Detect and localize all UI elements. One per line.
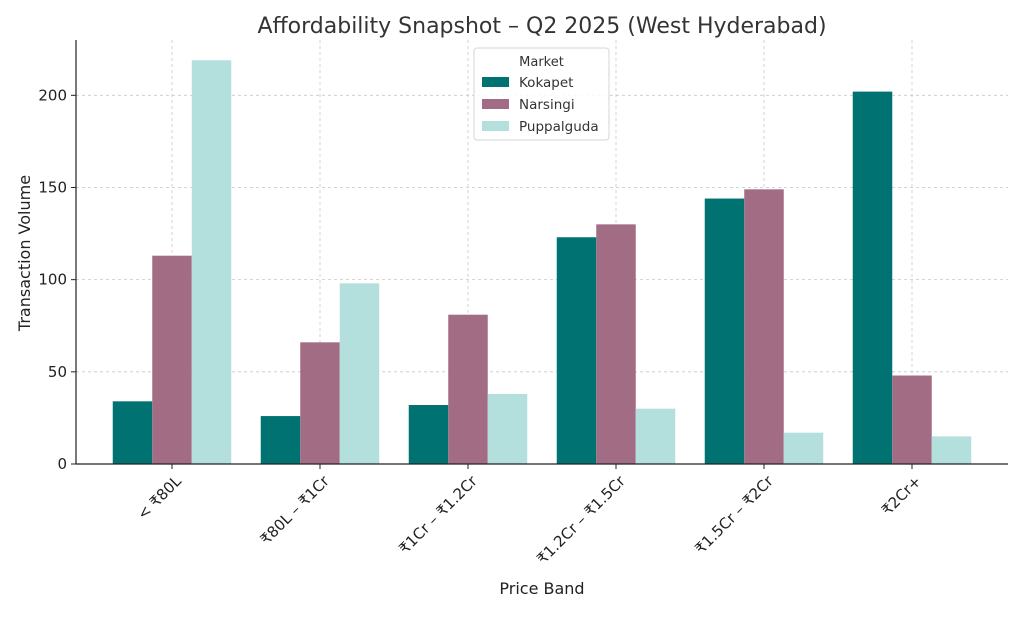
legend-swatch-kokapet bbox=[482, 77, 509, 87]
bar-kokapet-4 bbox=[704, 198, 745, 464]
bar-narsingi-3 bbox=[596, 224, 636, 464]
legend-title: Market bbox=[519, 55, 564, 70]
x-axis-label: Price Band bbox=[499, 579, 584, 598]
axes-layer bbox=[75, 40, 1008, 465]
x-tick-label: ₹80L – ₹1Cr bbox=[257, 472, 334, 549]
legend-swatch-narsingi bbox=[482, 99, 509, 109]
legend-swatch-puppalguda bbox=[482, 121, 509, 131]
bar-narsingi-2 bbox=[448, 314, 488, 464]
y-tick-label: 0 bbox=[57, 455, 67, 473]
bar-narsingi-4 bbox=[744, 189, 784, 465]
legend: Market Kokapet Narsingi Puppalguda bbox=[473, 47, 610, 141]
y-tick-label: 50 bbox=[48, 363, 67, 381]
bar-narsingi-0 bbox=[152, 255, 192, 464]
bar-kokapet-2 bbox=[408, 405, 449, 464]
bar-puppalguda-4 bbox=[783, 432, 824, 464]
bar-narsingi-5 bbox=[892, 375, 932, 464]
bar-kokapet-5 bbox=[852, 91, 893, 464]
chart-title: Affordability Snapshot – Q2 2025 (West H… bbox=[257, 14, 826, 39]
y-tick-label: 150 bbox=[38, 178, 67, 196]
bar-puppalguda-3 bbox=[635, 408, 676, 464]
bar-kokapet-3 bbox=[556, 237, 597, 464]
legend-label-narsingi: Narsingi bbox=[519, 97, 575, 113]
y-tick-label: 100 bbox=[38, 271, 67, 289]
bar-puppalguda-5 bbox=[931, 436, 972, 464]
legend-label-puppalguda: Puppalguda bbox=[519, 119, 599, 135]
legend-label-kokapet: Kokapet bbox=[519, 75, 573, 91]
bars-layer bbox=[112, 60, 972, 465]
bar-puppalguda-0 bbox=[191, 60, 232, 464]
x-tick-label: ₹1Cr – ₹1.2Cr bbox=[395, 472, 481, 558]
bar-puppalguda-1 bbox=[339, 283, 380, 464]
x-tick-label: ₹1.5Cr – ₹2Cr bbox=[691, 472, 777, 558]
bar-narsingi-1 bbox=[300, 342, 340, 464]
y-axis-label: Transaction Volume bbox=[15, 175, 34, 332]
bar-kokapet-1 bbox=[260, 416, 301, 464]
x-tick-label: < ₹80L bbox=[134, 472, 186, 524]
bar-puppalguda-2 bbox=[487, 393, 528, 464]
y-tick-label: 200 bbox=[38, 86, 67, 104]
legend-box bbox=[473, 47, 610, 141]
x-tick-label: ₹1.2Cr – ₹1.5Cr bbox=[533, 472, 629, 568]
x-tick-label: ₹2Cr+ bbox=[878, 472, 925, 519]
bar-kokapet-0 bbox=[112, 401, 153, 464]
